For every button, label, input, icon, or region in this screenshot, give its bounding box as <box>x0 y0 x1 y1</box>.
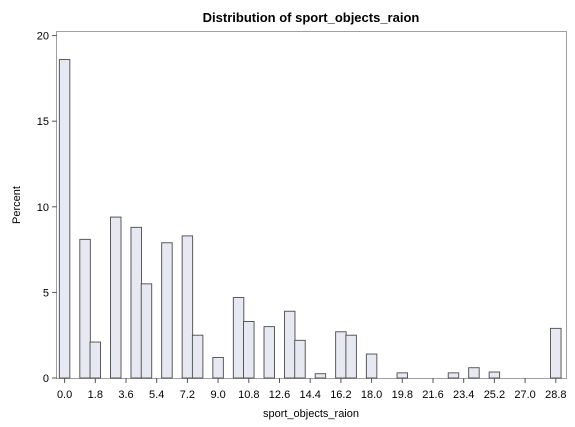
y-tick-label: 10 <box>37 202 49 214</box>
histogram-bar <box>110 216 122 379</box>
x-tick-label: 25.2 <box>484 389 505 401</box>
histogram-bar <box>365 353 378 379</box>
histogram-bar <box>161 242 173 379</box>
histogram-bar <box>314 373 327 379</box>
histogram-bar <box>140 283 153 379</box>
histogram-bar <box>468 367 480 379</box>
x-tick-label: 23.4 <box>453 389 474 401</box>
histogram-bar <box>263 326 275 379</box>
x-axis-ticks: 0.0 1.8 3.6 5.4 7.2 9.0 10.8 12.6 14.4 16.2 18.0 19… <box>57 378 567 401</box>
histogram-bar <box>130 226 142 379</box>
histogram-bar <box>447 372 460 379</box>
x-tick-label: 19.8 <box>392 389 413 401</box>
histogram-bar <box>335 331 347 379</box>
histogram-bar <box>232 297 245 379</box>
bars-group <box>58 59 562 379</box>
x-tick-label: 27.0 <box>514 389 535 401</box>
x-tick-label: 21.6 <box>422 389 443 401</box>
x-tick-label: 10.8 <box>238 389 259 401</box>
histogram-bar <box>294 339 306 379</box>
y-tick-label: 15 <box>37 116 49 128</box>
histogram-bar <box>191 334 204 379</box>
x-tick-label: 14.4 <box>299 389 320 401</box>
histogram-bar <box>345 334 357 379</box>
histogram-bar <box>89 341 102 379</box>
chart-title: Distribution of sport_objects_raion <box>203 10 420 25</box>
x-tick-label: 5.4 <box>149 389 164 401</box>
y-tick-label: 5 <box>43 287 49 299</box>
x-tick-label: 0.0 <box>57 389 72 401</box>
y-axis-ticks: 0 5 10 15 20 <box>37 31 57 385</box>
histogram-bar <box>284 310 296 379</box>
histogram-bar <box>212 357 224 379</box>
x-tick-label: 7.2 <box>180 389 195 401</box>
histogram-bar <box>58 59 71 379</box>
y-tick-label: 20 <box>37 31 49 43</box>
y-tick-label: 0 <box>43 373 49 385</box>
x-tick-label: 9.0 <box>210 389 225 401</box>
x-axis-label: sport_objects_raion <box>263 408 359 420</box>
x-tick-label: 12.6 <box>269 389 290 401</box>
histogram-bar <box>181 235 194 379</box>
x-tick-label: 1.8 <box>88 389 103 401</box>
x-tick-label: 18.0 <box>361 389 382 401</box>
histogram-bar <box>550 327 562 379</box>
histogram-bar <box>79 238 91 379</box>
y-axis-label: Percent <box>11 186 23 224</box>
x-tick-label: 28.8 <box>545 389 566 401</box>
x-tick-label: 16.2 <box>330 389 351 401</box>
histogram-bar <box>243 321 255 379</box>
histogram-bar <box>488 371 501 379</box>
histogram-bar <box>396 372 408 379</box>
x-tick-label: 3.6 <box>118 389 133 401</box>
